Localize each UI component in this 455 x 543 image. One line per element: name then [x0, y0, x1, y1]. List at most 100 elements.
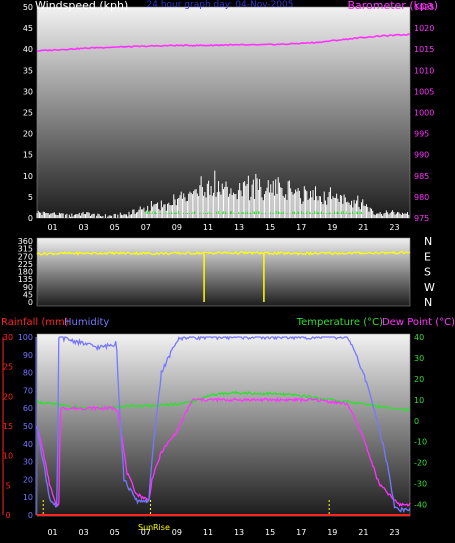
rainfall-tick-label: 30: [3, 333, 13, 342]
rainfall-tick-label: 15: [3, 422, 13, 431]
humidity-tick-label: 40: [23, 440, 33, 449]
compass-tick-label: W: [424, 281, 435, 294]
x-tick-label: 03: [79, 528, 89, 537]
windspeed-tick-label: 15: [23, 151, 33, 160]
humidity-tick-label: 0: [28, 511, 33, 520]
temperature-tick-label: 10: [414, 396, 424, 405]
x-tick-label: 21: [358, 223, 368, 232]
windspeed-tick-label: 45: [23, 24, 33, 33]
x-tick-label: 05: [110, 223, 120, 232]
rainfall-tick-label: 10: [3, 452, 13, 461]
windspeed-tick-label: 40: [23, 45, 33, 54]
windspeed-tick-label: 35: [23, 66, 33, 75]
humidity-tick-label: 60: [23, 404, 33, 413]
humidity-tick-label: 50: [23, 422, 33, 431]
humidity-tick-label: 80: [23, 369, 33, 378]
temperature-tick-label: -10: [414, 438, 427, 447]
rainfall-tick-label: 0: [5, 511, 10, 520]
x-tick-label: 17: [296, 528, 306, 537]
x-tick-label: 19: [327, 528, 337, 537]
temperature-tick-label: -20: [414, 459, 427, 468]
windspeed-tick-label: 0: [28, 214, 33, 223]
x-tick-label: 23: [389, 223, 399, 232]
x-tick-label: 05: [110, 528, 120, 537]
direction-tick-label: 315: [18, 245, 33, 254]
windspeed-tick-labels: 0 5 10 15 20 25 30 35 40 45 50: [23, 3, 33, 223]
rainfall-tick-label: 20: [3, 392, 13, 401]
x-tick-label: 23: [389, 528, 399, 537]
rainfall-tick-label: 5: [5, 481, 10, 490]
barometer-tick-label: 1005: [414, 87, 434, 96]
wind-direction-line: [36, 250, 411, 256]
wind-pressure-plot-area: [36, 6, 411, 219]
windspeed-tick-label: 30: [23, 87, 33, 96]
x-tick-label: 09: [172, 223, 182, 232]
x-tick-label: 15: [265, 528, 275, 537]
barometer-line: [36, 33, 411, 52]
humidity-tick-label: 90: [23, 351, 33, 360]
sun-markers: [42, 500, 330, 515]
x-tick-label: 11: [203, 223, 213, 232]
humidity-tick-label: 70: [23, 386, 33, 395]
rain-humidity-temp-plot-area: [36, 333, 411, 517]
barometer-tick-label: 1000: [414, 109, 434, 118]
rainfall-tick-labels: 0 5 10 15 20 25 30: [3, 333, 13, 520]
temperature-tick-label: 30: [414, 354, 424, 363]
x-tick-label: 17: [296, 223, 306, 232]
windspeed-tick-label: 25: [23, 109, 33, 118]
x-tick-label: 01: [47, 223, 57, 232]
direction-tick-label: 45: [23, 290, 33, 299]
temperature-tick-label: 40: [414, 333, 424, 342]
humidity-tick-label: 30: [23, 458, 33, 467]
x-tick-label: 09: [172, 528, 182, 537]
barometer-series: [36, 33, 411, 52]
barometer-tick-label: 1010: [414, 66, 434, 75]
windspeed-tick-label: 5: [28, 193, 33, 202]
sun-annotation: Sun: [138, 523, 153, 532]
temperature-tick-label: 0: [414, 417, 419, 426]
compass-tick-label: S: [424, 266, 431, 279]
humidity-tick-label: 100: [18, 333, 33, 342]
dew-point-line: [36, 396, 411, 508]
compass-tick-label: N: [424, 235, 432, 248]
rain-humidity-temp-series: [2, 335, 411, 516]
compass-tick-label: E: [424, 250, 431, 263]
wind-direction-series: [36, 250, 411, 302]
direction-tick-label: 360: [18, 237, 33, 246]
direction-tick-label: 225: [18, 260, 33, 269]
temperature-axis-label: Temperature (°C): [296, 317, 383, 328]
humidity-tick-labels: 0 10 20 30 40 50 60 70 80 90 100: [18, 333, 33, 520]
dew-point-axis-label: Dew Point (°C): [382, 317, 455, 328]
humidity-axis-label: Humidity: [64, 317, 109, 328]
wind-pressure-panel: Windspeed (kph) 24 hour graph day: 04-No…: [23, 0, 438, 232]
barometer-tick-labels: 975 980 985 990 995 1000 1005 1010 1015 1020 1025: [414, 3, 434, 223]
rainfall-axis-label: Rainfall (mm): [1, 317, 69, 328]
direction-tick-label: 135: [18, 275, 33, 284]
temperature-tick-labels: -40 -30 -20 -10 0 10 20 30 40: [414, 333, 427, 510]
humidity-tick-label: 20: [23, 475, 33, 484]
windspeed-tick-label: 10: [23, 172, 33, 181]
x-tick-label: 13: [234, 528, 244, 537]
rainfall-tick-label: 25: [3, 363, 13, 372]
temperature-tick-label: -30: [414, 480, 427, 489]
humidity-line: [36, 335, 411, 514]
barometer-tick-label: 990: [414, 151, 429, 160]
temperature-tick-label: -40: [414, 501, 427, 510]
barometer-tick-label: 1025: [414, 3, 434, 12]
barometer-axis-label: Barometer (kpa): [347, 0, 438, 12]
humidity-tick-label: 10: [23, 493, 33, 502]
x-tick-label: 19: [327, 223, 337, 232]
x-tick-label: 07: [141, 528, 151, 537]
barometer-tick-label: 985: [414, 172, 429, 181]
temperature-tick-label: 20: [414, 375, 424, 384]
wind-pressure-x-tick-labels: 01 03 05 07 09 11 13 15 17 19 21 23: [47, 223, 399, 232]
wind-direction-plot-area: [36, 237, 411, 307]
x-tick-label: 11: [203, 528, 213, 537]
chart-title: 24 hour graph day: 04-Nov-2005: [147, 0, 294, 10]
direction-tick-label: 270: [18, 252, 33, 261]
barometer-tick-label: 975: [414, 214, 429, 223]
direction-tick-label: 0: [28, 298, 33, 307]
